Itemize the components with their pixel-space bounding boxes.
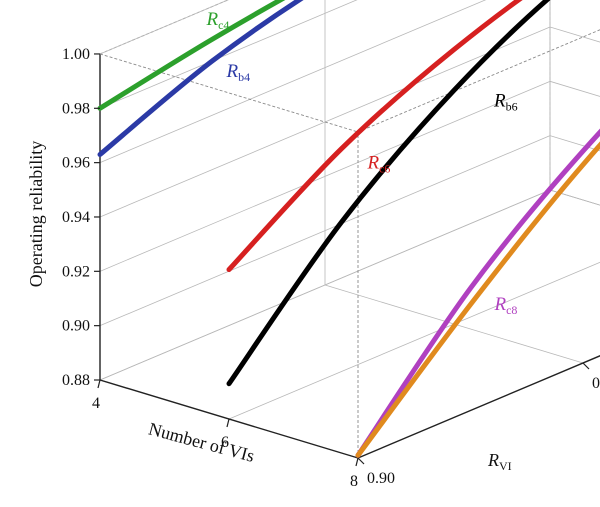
chart-ticks: 0.880.900.920.940.960.981.004680.900.951… <box>62 46 600 490</box>
series-line-rb8 <box>355 141 600 458</box>
chart-front-frame <box>99 29 600 459</box>
series-label-main: R <box>367 153 380 174</box>
series-label-rc8: Rc8 <box>494 294 518 317</box>
series-label-rc4: Rc4 <box>206 9 230 32</box>
x-tick <box>97 379 101 389</box>
series-label-rc6: Rc6 <box>367 153 391 176</box>
z-tick-label: 1.00 <box>62 46 90 63</box>
z-tick-label: 0.90 <box>62 318 90 335</box>
gridline-floor <box>549 189 600 206</box>
series-label-sub: c4 <box>218 18 229 32</box>
gridline-back-wall <box>549 135 600 152</box>
y-axis-title-main: R <box>487 450 499 470</box>
y-tick-label: 0.90 <box>367 470 395 487</box>
front-edge <box>357 29 600 133</box>
series-label-sub: c8 <box>506 303 517 317</box>
x-tick-label: 4 <box>92 395 100 412</box>
series-label-rb6: Rb6 <box>493 90 518 113</box>
x-tick <box>355 457 359 467</box>
series-label-sub: b4 <box>238 70 250 84</box>
gridline-back-wall <box>549 26 600 43</box>
series-line-rb4 <box>97 0 304 157</box>
series-line-rc6 <box>226 0 523 273</box>
series-line-rc4 <box>97 0 286 111</box>
series-line-rb6 <box>226 0 551 387</box>
chart-back-frame <box>99 0 600 206</box>
z-axis-title: Operating reliability <box>26 141 46 287</box>
series-label-main: R <box>226 61 239 82</box>
gridline-back-wall <box>550 0 600 51</box>
y-tick-label: 0.95 <box>592 375 600 392</box>
gridline-back-wall <box>549 189 600 206</box>
series-label-main: R <box>493 90 506 111</box>
x-tick <box>226 418 230 428</box>
y-axis-title-sub: VI <box>499 459 512 473</box>
chart-grid <box>99 0 600 459</box>
x-tick-label: 8 <box>350 473 358 490</box>
series-label-sub: b6 <box>506 99 518 113</box>
z-tick-label: 0.94 <box>62 209 90 226</box>
series-label-sub: c6 <box>379 162 390 176</box>
z-tick-label: 0.92 <box>62 263 90 280</box>
back-edge <box>549 189 600 206</box>
series-line-rc8 <box>355 128 600 458</box>
gridline-left-wall <box>99 0 229 55</box>
y-axis-title: RVI <box>487 450 512 473</box>
z-tick-label: 0.88 <box>62 372 90 389</box>
y-tick <box>357 457 365 465</box>
z-tick-label: 0.96 <box>62 155 90 172</box>
z-tick-label: 0.98 <box>62 100 90 117</box>
series-label-main: R <box>494 294 507 315</box>
x-tick-label: 6 <box>221 434 229 451</box>
series-label-rb4: Rb4 <box>226 61 251 84</box>
x-axis-title: Number of VIs <box>146 418 256 465</box>
gridline-floor <box>228 261 600 420</box>
chart-series-labels: Rc4Rb4Rc6Rb6Rc8Rb8 <box>206 9 518 317</box>
y-tick <box>582 362 590 370</box>
chart-series <box>97 0 600 458</box>
gridline-back-wall <box>549 80 600 97</box>
series-label-main: R <box>206 9 219 30</box>
